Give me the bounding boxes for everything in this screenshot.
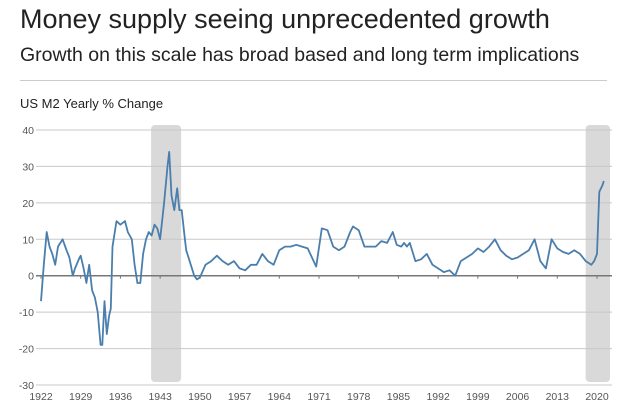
y-tick-label: -30 — [19, 380, 34, 392]
y-tick-label: -10 — [19, 307, 34, 319]
x-tick-label: 1943 — [148, 391, 172, 403]
y-tick-label: 40 — [22, 125, 34, 137]
x-tick-label: 1978 — [347, 391, 371, 403]
x-tick-label: 2020 — [585, 391, 609, 403]
y-tick-label: 20 — [22, 198, 34, 210]
x-tick-label: 1922 — [29, 391, 53, 403]
x-tick-label: 1950 — [188, 391, 212, 403]
x-tick-label: 1992 — [426, 391, 450, 403]
x-tick-label: 1957 — [228, 391, 252, 403]
y-tick-label: 10 — [22, 234, 34, 246]
x-tick-label: 1936 — [109, 391, 133, 403]
x-tick-label: 1929 — [69, 391, 93, 403]
x-tick-label: 2013 — [546, 391, 570, 403]
divider — [20, 80, 607, 81]
page-title: Money supply seeing unprecedented growth — [20, 4, 550, 34]
y-tick-label: -20 — [19, 344, 34, 356]
series-line — [40, 150, 605, 346]
x-tick-label: 1999 — [466, 391, 490, 403]
x-tick-label: 1964 — [268, 391, 292, 403]
shaded-period — [151, 125, 182, 382]
y-tick-label: 30 — [22, 161, 34, 173]
x-tick-label: 2006 — [506, 391, 530, 403]
x-tick-label: 1971 — [307, 391, 331, 403]
x-tick-label: 1985 — [387, 391, 411, 403]
y-tick-label: 0 — [28, 271, 34, 283]
chart-title: US M2 Yearly % Change — [20, 96, 164, 111]
page-subtitle: Growth on this scale has broad based and… — [20, 44, 580, 66]
